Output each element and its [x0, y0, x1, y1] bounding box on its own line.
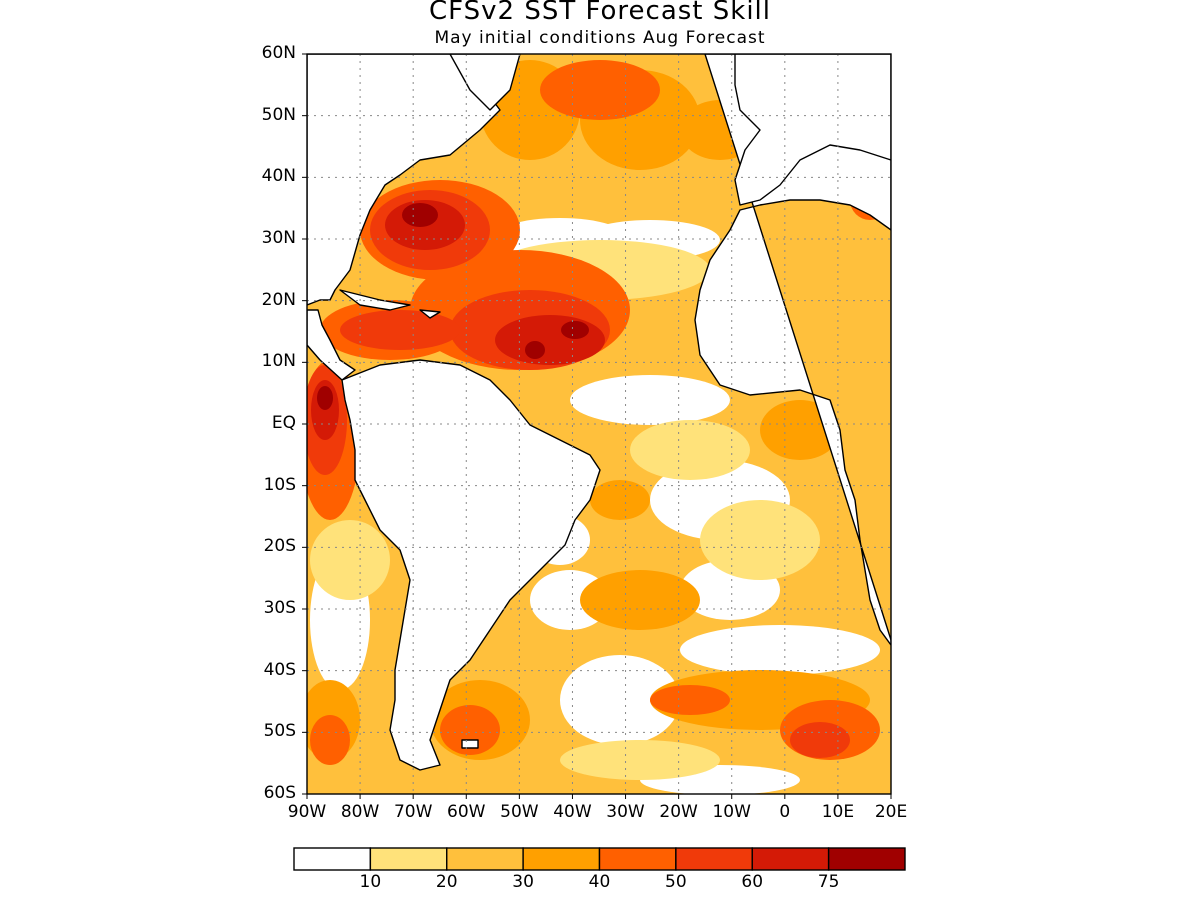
- colorbar-label: 50: [665, 872, 687, 892]
- lat-tick-label: 20N: [261, 289, 296, 310]
- lon-tick-label: 20W: [659, 802, 698, 822]
- colorbar: [293, 847, 906, 871]
- colorbar-segment: [446, 847, 524, 871]
- lon-tick-label: 30W: [606, 802, 645, 822]
- lon-tick-label: 0: [779, 802, 791, 822]
- axis-ticks: [302, 53, 892, 799]
- lat-tick-label: 30S: [263, 598, 296, 618]
- colorbar-label: 10: [359, 872, 382, 892]
- lat-tick-label: 60S: [263, 783, 296, 803]
- colorbar-segment: [522, 847, 601, 871]
- lon-tick-label: 10W: [712, 802, 751, 822]
- lat-tick-label: 50N: [261, 104, 296, 125]
- lat-tick-label: 60N: [261, 43, 296, 63]
- colorbar-label: 40: [588, 872, 611, 892]
- land-falklands: [461, 739, 479, 749]
- land-south-america: [341, 359, 601, 771]
- land-europe: [734, 54, 891, 206]
- lat-tick-label: 40N: [261, 166, 296, 187]
- lat-tick-label: 20S: [263, 536, 296, 557]
- lon-tick-label: 50W: [500, 802, 539, 822]
- lat-tick-label: 40S: [263, 659, 296, 680]
- land-hispaniola: [419, 309, 441, 319]
- lon-tick-label: 40W: [553, 802, 592, 822]
- colorbar-segment: [369, 847, 448, 871]
- skill-band-75: [317, 203, 589, 410]
- lat-tick-label: 50S: [263, 721, 296, 742]
- lon-tick-label: 60W: [447, 802, 486, 822]
- land-cuba: [339, 289, 411, 311]
- colorbar-label: 20: [435, 872, 458, 892]
- land-africa: [694, 54, 891, 646]
- lat-tick-label: 10N: [261, 351, 296, 372]
- map-title: CFSv2 SST Forecast Skill: [428, 0, 772, 26]
- lon-tick-label: 20E: [874, 802, 908, 822]
- lon-tick-label: 80W: [340, 802, 380, 822]
- colorbar-label: 60: [741, 872, 764, 892]
- lat-tick-label: EQ: [271, 413, 296, 433]
- colorbar-segment: [675, 847, 753, 871]
- colorbar-label: 30: [512, 872, 534, 892]
- colorbar-label: 75: [817, 872, 840, 892]
- colorbar-segment: [598, 847, 677, 871]
- skill-shading: [307, 54, 891, 794]
- colorbar-segment: [293, 847, 372, 871]
- lat-tick-label: 30N: [261, 228, 296, 248]
- lon-tick-label: 90W: [287, 802, 327, 822]
- colorbar-segment: [827, 847, 906, 871]
- lon-tick-label: 10E: [821, 802, 855, 822]
- colorbar-segment: [751, 847, 830, 871]
- lon-tick-label: 70W: [393, 802, 433, 822]
- map-subtitle: May initial conditions Aug Forecast: [434, 28, 766, 48]
- map-grid: [307, 54, 891, 794]
- land-masses: [307, 54, 891, 771]
- lat-tick-label: 10S: [263, 474, 296, 495]
